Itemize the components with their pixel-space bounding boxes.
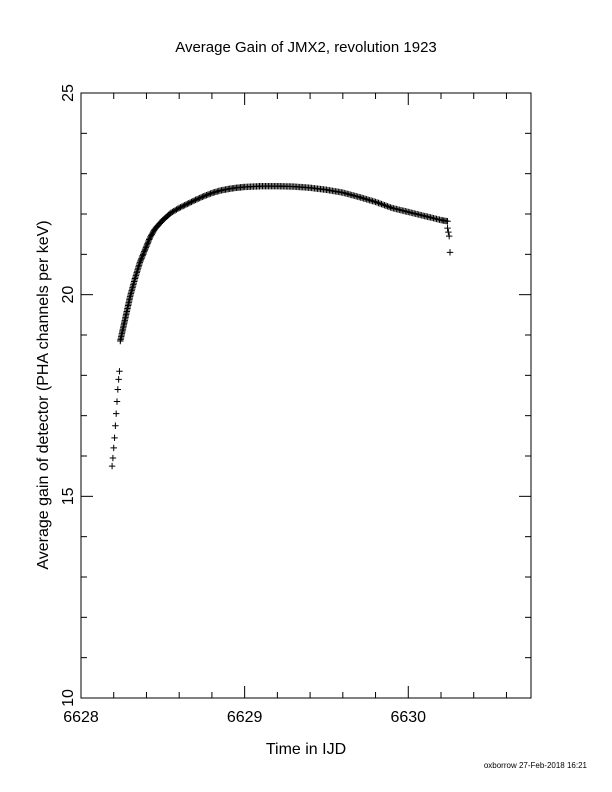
data-point — [201, 192, 209, 199]
data-point — [143, 241, 151, 249]
data-point — [170, 207, 177, 215]
data-point — [207, 190, 214, 197]
data-point — [378, 200, 385, 208]
data-point — [113, 398, 121, 405]
data-point — [205, 190, 213, 198]
data-point — [144, 240, 151, 247]
data-point — [199, 193, 206, 201]
data-point — [138, 253, 146, 261]
y-tick-label: 15 — [60, 487, 77, 505]
data-point — [139, 252, 146, 259]
data-point — [142, 244, 150, 251]
data-point — [376, 200, 384, 207]
data-point — [180, 202, 187, 210]
data-point — [182, 201, 190, 208]
y-axis-tick-labels: 10 15 20 25 — [60, 84, 77, 707]
data-point — [145, 237, 152, 245]
chart-title: Average Gain of JMX2, revolution 1923 — [175, 39, 437, 56]
data-series — [108, 182, 454, 470]
data-point — [143, 243, 150, 250]
data-point — [173, 206, 180, 213]
data-point — [171, 207, 179, 214]
data-point — [188, 198, 195, 206]
data-point — [193, 196, 201, 203]
data-point — [137, 256, 145, 263]
data-point — [379, 201, 387, 208]
data-point — [385, 203, 393, 211]
data-point — [138, 255, 145, 262]
data-point — [445, 232, 453, 240]
data-point — [381, 202, 388, 209]
data-point — [382, 202, 390, 209]
data-point — [190, 197, 198, 204]
data-point — [375, 199, 382, 207]
data-point — [112, 422, 119, 429]
data-point — [373, 199, 381, 206]
y-tick-label: 10 — [60, 689, 77, 707]
data-point — [387, 204, 394, 211]
data-point — [141, 248, 148, 255]
data-point — [116, 368, 123, 375]
data-point — [184, 200, 191, 208]
plot-frame — [80, 92, 532, 699]
x-axis-ticks — [80, 93, 507, 698]
data-point — [136, 259, 144, 266]
y-axis-label: Average gain of detector (PHA channels p… — [35, 220, 52, 569]
data-point — [189, 198, 197, 205]
data-point — [446, 249, 454, 256]
data-point — [197, 194, 205, 201]
data-point — [174, 205, 182, 212]
data-point — [186, 199, 194, 206]
data-point — [192, 196, 199, 204]
y-axis-ticks — [81, 92, 531, 699]
x-axis-tick-labels: 6628 6629 6630 — [63, 709, 426, 726]
credit-line: oxborrow 27-Feb-2018 16:21 — [484, 761, 588, 770]
data-point — [372, 198, 379, 206]
data-point — [144, 239, 152, 246]
data-point — [178, 203, 186, 210]
x-tick-label: 6629 — [227, 709, 263, 726]
data-point — [140, 249, 147, 257]
data-point — [185, 200, 192, 207]
data-point — [384, 203, 391, 210]
data-point — [114, 386, 122, 393]
data-point — [110, 444, 117, 452]
data-point — [203, 191, 210, 199]
data-point — [181, 202, 188, 209]
data-point — [115, 376, 122, 383]
data-point — [142, 245, 149, 253]
data-point — [444, 218, 451, 225]
x-tick-label: 6628 — [63, 709, 99, 726]
data-point — [139, 251, 147, 258]
data-point — [167, 209, 175, 216]
data-point — [137, 257, 144, 265]
x-axis-label: Time in IJD — [266, 741, 346, 758]
data-point — [177, 204, 184, 211]
data-point — [175, 204, 183, 212]
data-point — [169, 208, 176, 216]
data-point — [445, 228, 452, 236]
data-point — [195, 195, 202, 202]
y-tick-label: 25 — [60, 84, 77, 102]
data-point — [108, 462, 116, 470]
data-point — [111, 434, 118, 442]
data-point — [109, 454, 117, 462]
data-point — [204, 191, 212, 198]
data-point — [444, 224, 451, 232]
data-point — [200, 193, 207, 200]
data-point — [112, 410, 120, 417]
x-tick-label: 6630 — [390, 709, 426, 726]
y-tick-label: 20 — [60, 286, 77, 304]
data-point — [196, 194, 203, 202]
data-point — [141, 247, 149, 254]
